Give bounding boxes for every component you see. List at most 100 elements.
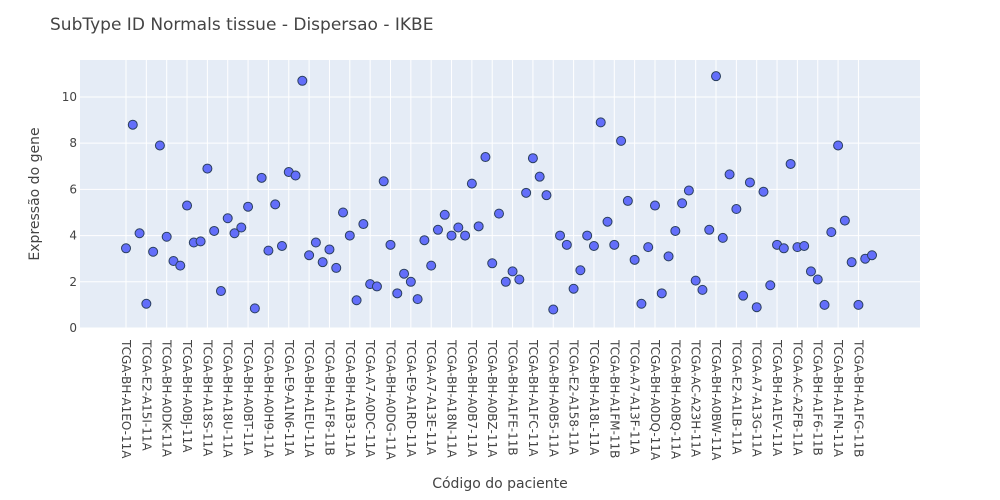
x-axis-ticks: TCGA-BH-A1EO-11A TCGA-E2-A15I-11A TCGA-BH-… — [119, 339, 865, 461]
data-point — [541, 190, 552, 201]
data-point — [751, 302, 762, 313]
data-point — [121, 243, 131, 254]
data-point — [270, 199, 281, 210]
data-point — [575, 265, 586, 276]
x-axis-title: Código do paciente — [432, 476, 568, 492]
data-point — [399, 268, 410, 279]
data-point — [405, 276, 416, 287]
data-point — [670, 225, 681, 236]
y-axis-ticks: 0 2 4 6 8 10 — [62, 90, 77, 335]
data-point — [249, 303, 260, 314]
x-tick-label: TCGA-BH-A1F8-11B — [322, 339, 336, 456]
y-axis-title: Expressão do gene — [27, 127, 43, 260]
data-point — [276, 240, 287, 251]
data-point — [548, 304, 559, 315]
data-point — [297, 75, 308, 86]
data-point — [785, 158, 796, 169]
x-tick-label: TCGA-AC-A23H-11A — [689, 339, 703, 458]
data-point — [629, 254, 640, 265]
data-point — [344, 230, 355, 241]
data-point — [175, 260, 186, 271]
x-tick-label: TCGA-E9-A1N6-11A — [282, 339, 296, 457]
data-point — [222, 213, 233, 224]
x-tick-label: TCGA-BH-A1B3-11A — [343, 339, 357, 458]
data-point — [195, 236, 206, 247]
data-point — [765, 280, 776, 291]
data-point — [833, 140, 844, 151]
data-point — [317, 257, 328, 268]
data-point — [154, 140, 165, 151]
data-point — [182, 200, 193, 211]
data-point — [704, 224, 715, 235]
x-tick-label: TCGA-E2-A158-11A — [567, 339, 581, 456]
data-point — [738, 290, 749, 301]
data-point — [812, 274, 823, 285]
data-point — [588, 240, 599, 251]
data-point — [202, 163, 213, 174]
x-tick-label: TCGA-BH-A18S-11A — [200, 339, 214, 457]
data-point — [683, 185, 694, 196]
x-tick-label: TCGA-BH-A18L-11A — [587, 339, 601, 456]
data-point — [568, 283, 579, 294]
data-point — [561, 239, 572, 250]
data-point — [229, 228, 240, 239]
data-point — [141, 298, 152, 309]
grid-lines — [80, 60, 920, 329]
data-point — [711, 71, 722, 82]
data-point — [324, 244, 335, 255]
data-point — [263, 245, 274, 256]
x-tick-label: TCGA-BH-A1FC-11A — [526, 339, 540, 457]
x-tick-label: TCGA-A7-A0DC-11A — [363, 339, 377, 458]
data-point — [480, 152, 491, 163]
x-tick-label: TCGA-BH-A0BQ-11A — [668, 339, 682, 460]
data-point — [371, 281, 382, 292]
data-point — [419, 235, 430, 246]
data-point — [724, 169, 735, 180]
data-point — [134, 228, 145, 239]
data-point — [304, 250, 315, 261]
data-point — [677, 198, 688, 209]
data-point — [215, 286, 226, 297]
data-point — [521, 187, 532, 198]
data-point — [602, 216, 613, 227]
data-point — [799, 240, 810, 251]
data-point — [853, 299, 864, 310]
x-tick-label: TCGA-A7-A13G-11A — [750, 339, 764, 458]
data-point — [412, 294, 423, 305]
data-point — [778, 243, 789, 254]
data-point — [351, 295, 362, 306]
data-point — [663, 251, 674, 262]
data-point — [805, 266, 816, 277]
x-tick-label: TCGA-E2-A1LB-11A — [729, 339, 743, 455]
data-point — [744, 177, 755, 188]
data-point — [616, 135, 627, 146]
x-tick-label: TCGA-BH-A18N-11A — [445, 339, 459, 459]
x-tick-label: TCGA-BH-A0BZ-11A — [485, 339, 499, 458]
data-point — [310, 237, 321, 248]
data-point — [656, 288, 667, 299]
y-tick-label: 4 — [69, 229, 77, 243]
data-point — [473, 221, 484, 232]
data-point — [161, 231, 172, 242]
data-point — [690, 275, 701, 286]
y-tick-label: 10 — [62, 90, 77, 104]
x-tick-label: TCGA-BH-A1F6-11B — [811, 339, 825, 456]
data-point — [494, 208, 504, 219]
data-point — [826, 227, 837, 238]
data-point — [527, 153, 538, 164]
data-point — [622, 195, 633, 206]
data-point — [453, 222, 464, 233]
data-point — [595, 117, 606, 128]
data-point — [127, 119, 138, 130]
x-tick-label: TCGA-BH-A1FN-11A — [831, 339, 845, 458]
data-point — [236, 222, 247, 233]
data-point — [582, 230, 593, 241]
x-tick-label: TCGA-BH-A0BT-11A — [241, 339, 255, 456]
data-point — [717, 232, 728, 243]
data-point — [466, 178, 477, 189]
data-point — [256, 172, 267, 183]
data-point — [460, 230, 471, 241]
x-tick-label: TCGA-BH-A1FG-11B — [851, 339, 865, 457]
data-points — [121, 71, 877, 315]
